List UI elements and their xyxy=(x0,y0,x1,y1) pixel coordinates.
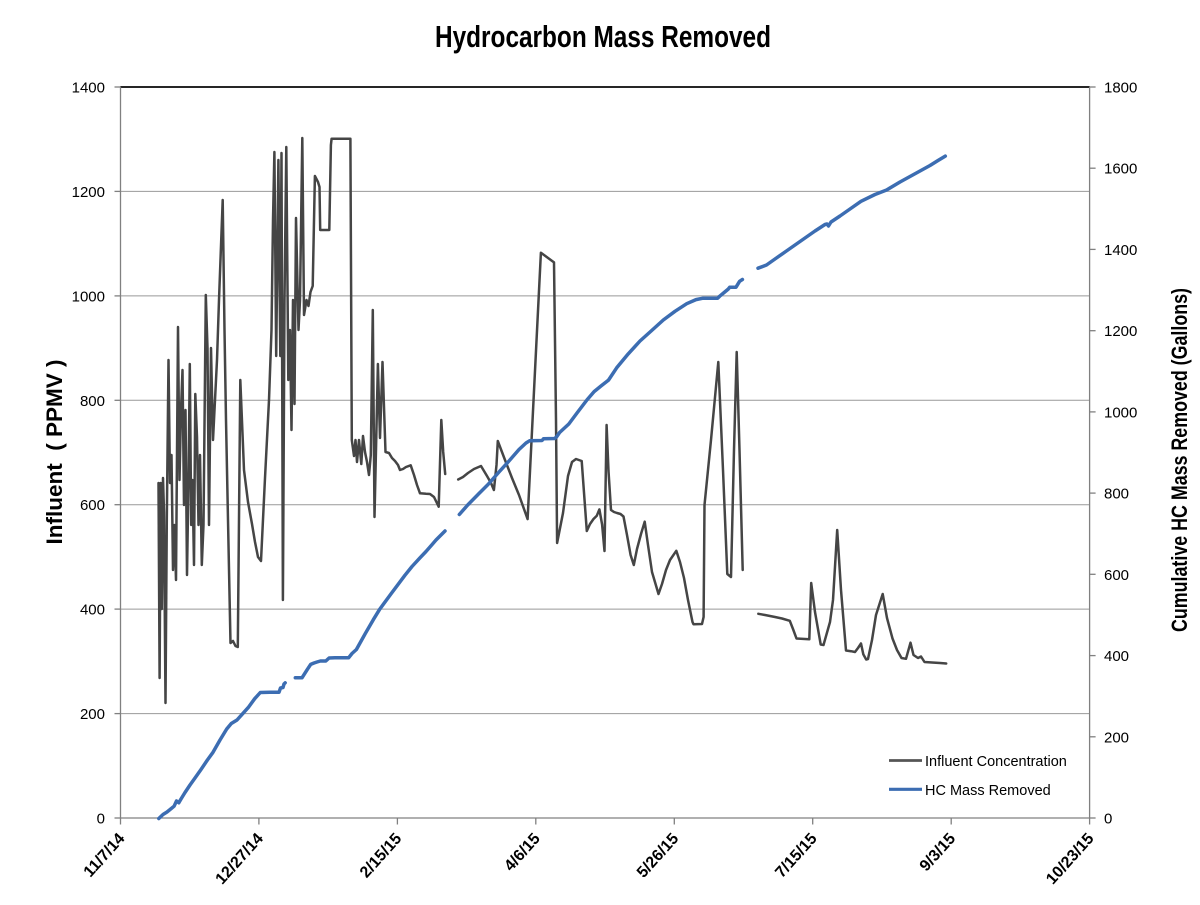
svg-text:800: 800 xyxy=(1104,486,1129,503)
svg-text:1000: 1000 xyxy=(72,288,105,305)
svg-text:0: 0 xyxy=(1104,811,1112,828)
svg-text:Hydrocarbon Mass Removed: Hydrocarbon Mass Removed xyxy=(435,19,771,54)
svg-text:200: 200 xyxy=(80,706,105,723)
svg-text:0: 0 xyxy=(97,811,105,828)
svg-text:1200: 1200 xyxy=(1104,323,1137,340)
svg-text:400: 400 xyxy=(80,602,105,619)
svg-text:1800: 1800 xyxy=(1104,80,1137,97)
svg-text:Influent ( PPMV ): Influent ( PPMV ) xyxy=(42,360,67,545)
svg-text:1200: 1200 xyxy=(72,184,105,201)
svg-text:600: 600 xyxy=(1104,567,1129,584)
svg-text:400: 400 xyxy=(1104,648,1129,665)
svg-text:HC Mass Removed: HC Mass Removed xyxy=(925,783,1051,799)
svg-text:200: 200 xyxy=(1104,729,1129,746)
svg-text:Influent Concentration: Influent Concentration xyxy=(925,754,1067,770)
svg-text:600: 600 xyxy=(80,497,105,514)
svg-text:Cumulative HC Mass Removed (Ga: Cumulative HC Mass Removed (Gallons) xyxy=(1167,288,1192,632)
svg-text:1400: 1400 xyxy=(1104,242,1137,259)
svg-text:1600: 1600 xyxy=(1104,161,1137,178)
svg-text:1000: 1000 xyxy=(1104,404,1137,421)
svg-text:800: 800 xyxy=(80,393,105,410)
svg-text:1400: 1400 xyxy=(72,80,105,97)
